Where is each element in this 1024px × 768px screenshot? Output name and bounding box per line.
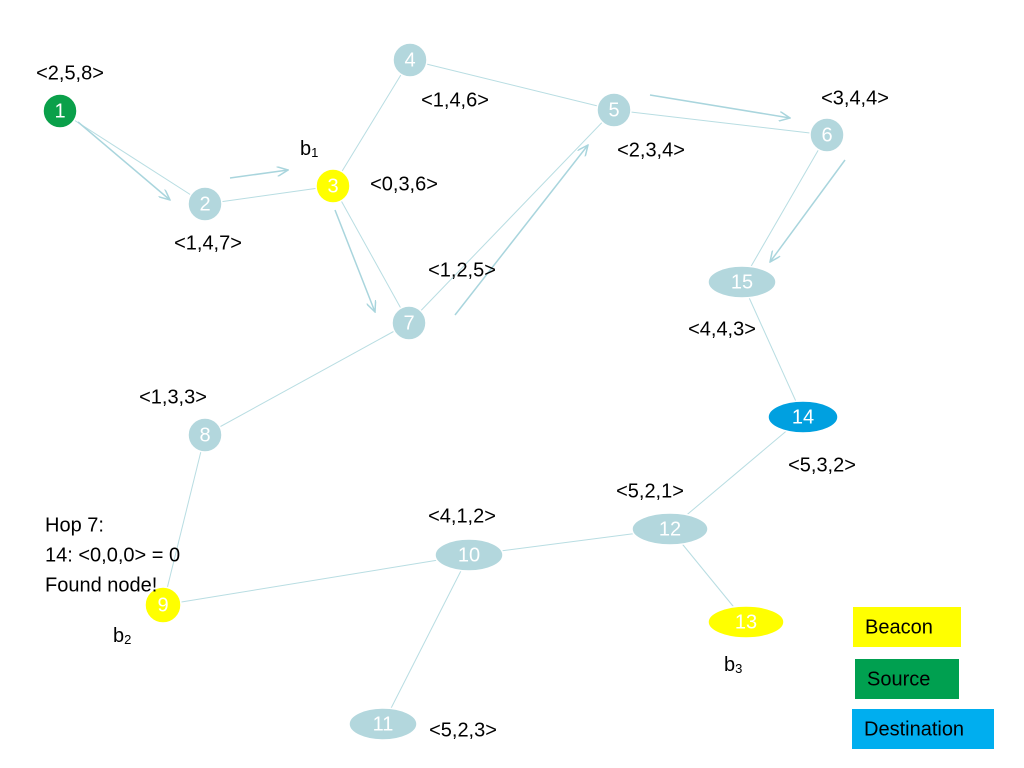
edge: [382, 554, 470, 725]
node: [596, 92, 632, 128]
node: [707, 265, 777, 299]
annotation-line: 14: <0,0,0> = 0: [45, 544, 180, 566]
annotation-line: Found node!: [45, 574, 157, 596]
edge: [162, 434, 206, 606]
node: [144, 586, 182, 624]
node: [348, 707, 418, 741]
beacon-label: b2: [113, 625, 131, 647]
node: [434, 538, 504, 572]
beacon-index: 1: [311, 145, 318, 160]
node-vector: <0,3,6>: [370, 173, 438, 195]
beacon-base: b: [300, 138, 311, 160]
node-vector: <3,4,4>: [821, 87, 889, 109]
node-vector: <1,4,7>: [174, 232, 242, 254]
arrow: [454, 145, 588, 316]
node-id: 8: [199, 424, 210, 446]
node-id: 2: [199, 193, 210, 215]
node-vector: <5,2,1>: [616, 480, 684, 502]
node-id: 5: [608, 99, 619, 121]
node: [187, 186, 223, 222]
arrows: [77, 94, 846, 316]
node: [187, 417, 223, 453]
node-vector: <4,4,3>: [688, 318, 756, 340]
node-id: 3: [327, 175, 338, 197]
node: [767, 400, 839, 434]
legend-swatch: [852, 709, 994, 749]
node-id: 7: [403, 312, 414, 334]
labels: <2,5,8> <1,4,7> <0,3,6> <1,4,6> <2,3,4> <3,4,…: [36, 62, 889, 741]
arrow: [770, 159, 846, 262]
beacon-base: b: [113, 625, 124, 647]
edge: [669, 416, 804, 530]
node-vector: <2,3,4>: [617, 139, 685, 161]
arrow: [334, 209, 375, 312]
node-id: 1: [54, 100, 65, 122]
legend-label: Destination: [864, 718, 964, 740]
node-vector: <2,5,8>: [36, 62, 104, 84]
beacon-index: 3: [735, 661, 742, 676]
node-id: 9: [157, 594, 168, 616]
edge: [162, 554, 470, 606]
legend-label: Source: [867, 668, 930, 690]
legend-swatch: [853, 607, 961, 647]
node-vector: <1,2,5>: [428, 259, 496, 281]
edge: [204, 185, 334, 205]
beacon-index: 2: [124, 632, 131, 647]
node: [631, 512, 709, 546]
node: [707, 605, 785, 639]
edge: [613, 109, 828, 136]
annotation-line: Hop 7:: [45, 514, 104, 536]
edge: [332, 59, 411, 187]
legend-label: Beacon: [865, 616, 933, 638]
node-id: 15: [731, 271, 753, 293]
beacon-label: b3: [724, 654, 742, 676]
legend-swatch: [855, 659, 959, 699]
node: [392, 42, 428, 78]
node: [315, 168, 351, 204]
arrow: [77, 121, 170, 200]
node-vector: <5,3,2>: [788, 454, 856, 476]
arrow: [229, 170, 288, 179]
node-id: 10: [458, 544, 480, 566]
arrow: [649, 94, 790, 118]
edge: [741, 134, 828, 283]
node: [391, 305, 427, 341]
node-id: 11: [373, 713, 394, 735]
node-id: 14: [792, 406, 814, 428]
edge: [409, 59, 615, 111]
node-id: 13: [735, 611, 757, 633]
beacon-base: b: [724, 654, 735, 676]
edge: [408, 109, 615, 324]
node-id: 12: [659, 518, 681, 540]
node-vector: <4,1,2>: [428, 505, 496, 527]
node-vector: <1,3,3>: [139, 386, 207, 408]
node-id: 4: [404, 49, 415, 71]
node-vector: <5,2,3>: [429, 719, 497, 741]
edge: [204, 322, 410, 436]
node-id: 6: [821, 124, 832, 146]
node: [809, 117, 845, 153]
edge: [332, 185, 410, 324]
edge: [741, 281, 804, 418]
beacon-label: b1: [300, 138, 318, 160]
node-vector: <1,4,6>: [421, 89, 489, 111]
node: [42, 93, 78, 129]
